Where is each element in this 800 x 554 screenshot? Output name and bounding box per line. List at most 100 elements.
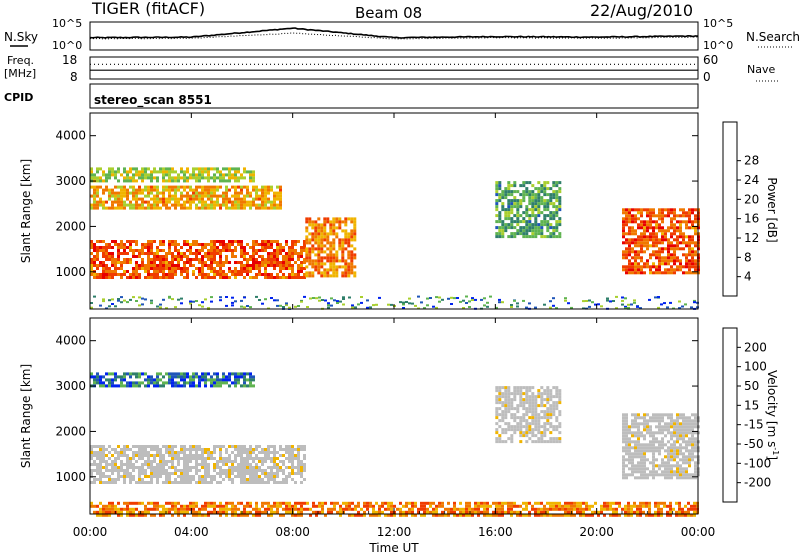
echo-cell-3 (344, 217, 348, 221)
echo-cell-2 (216, 167, 219, 171)
echo-cell-0 (261, 448, 264, 451)
echo-cell-4 (441, 501, 444, 505)
echo-cell-0 (300, 252, 303, 255)
echo-cell-0 (282, 448, 285, 451)
echo-cell-4 (207, 510, 210, 514)
echo-cell-4 (528, 229, 532, 233)
echo-cell-1 (243, 381, 246, 385)
echo-cell-3 (685, 446, 688, 450)
echo-cell-2 (540, 386, 544, 390)
echo-cell-5 (682, 235, 685, 239)
echo-cell-0 (195, 460, 198, 463)
echo-cell-1 (204, 185, 207, 189)
echo-cell-3 (670, 455, 673, 459)
echo-cell-1 (192, 378, 195, 382)
echo-cell-5 (667, 211, 670, 215)
echo-cell-1 (147, 384, 150, 388)
echo-cell-5 (643, 226, 646, 230)
echo-cell-3 (694, 431, 697, 435)
echo-cell-0 (276, 472, 279, 475)
echo-cell-2 (507, 386, 511, 390)
echo-cell-2 (519, 404, 523, 408)
echo-cell-5 (673, 244, 676, 248)
echo-cell-0 (282, 273, 285, 276)
echo-cell-4 (372, 513, 375, 517)
echo-cell-3 (682, 440, 685, 444)
echo-cell-3 (622, 449, 625, 453)
echo-cell-4 (693, 507, 696, 511)
echo-cell-1 (204, 375, 207, 379)
echo-cell-1 (183, 188, 186, 192)
echo-cell-0 (222, 463, 225, 466)
echo-cell-3 (643, 455, 646, 459)
echo-cell-0 (219, 454, 222, 457)
echo-cell-1 (108, 194, 111, 198)
echo-cell-5 (676, 265, 679, 269)
echo-cell-2 (501, 431, 505, 435)
echo-cell-4 (393, 504, 396, 508)
echo-cell-5 (625, 220, 628, 224)
echo-cell-3 (631, 473, 634, 477)
echo-cell-2 (546, 395, 550, 399)
echo-cell-1 (240, 384, 243, 388)
echo-cell-0 (201, 249, 204, 252)
echo-cell-1 (171, 194, 174, 198)
echo-cell-1 (279, 188, 282, 192)
echo-cell-5 (631, 208, 634, 212)
echo-cell-4 (543, 184, 547, 188)
echo-cell-2 (108, 170, 111, 174)
echo-cell-2 (555, 437, 559, 441)
echo-cell-0 (303, 454, 306, 457)
echo-cell-3 (664, 470, 667, 474)
echo-cell-0 (252, 457, 255, 460)
echo-cell-3 (640, 473, 643, 477)
echo-cell-1 (129, 206, 132, 210)
echo-cell-0 (285, 448, 288, 451)
echo-cell-4 (633, 501, 636, 505)
echo-cell-4 (219, 501, 222, 505)
echo-cell-5 (640, 235, 643, 239)
echo-cell-1 (234, 384, 237, 388)
echo-cell-2 (543, 404, 547, 408)
echo-cell-5 (685, 262, 688, 266)
echo-cell-0 (210, 240, 213, 243)
echo-cell-5 (670, 247, 673, 251)
echo-cell-0 (165, 255, 168, 258)
echo-cell-1 (150, 206, 153, 210)
echo-cell-0 (255, 276, 258, 279)
echo-cell-4 (507, 187, 511, 191)
echo-cell-0 (177, 457, 180, 460)
echo-cell-4 (582, 501, 585, 505)
echo-cell-3 (643, 470, 646, 474)
echo-cell-4 (243, 510, 246, 514)
echo-cell-0 (210, 267, 213, 270)
echo-cell-0 (297, 448, 300, 451)
echo-cell-4 (411, 501, 414, 505)
echo-cell-4 (162, 504, 165, 508)
echo-cell-0 (159, 249, 162, 252)
echo-cell-5 (658, 238, 661, 242)
echo-cell-0 (186, 463, 189, 466)
echo-cell-3 (652, 446, 655, 450)
echo-cell-4 (258, 510, 261, 514)
echo-cell-0 (120, 454, 123, 457)
echo-cell-4 (543, 507, 546, 511)
echo-cell-2 (501, 440, 505, 444)
echo-cell-4 (501, 232, 505, 236)
echo-cell-4 (207, 501, 210, 505)
echo-cell-3 (640, 461, 643, 465)
echo-cell-0 (138, 478, 141, 481)
echo-cell-4 (216, 504, 219, 508)
echo-cell-1 (168, 194, 171, 198)
echo-cell-5 (622, 229, 625, 233)
echo-cell-4 (105, 510, 108, 514)
echo-cell-2 (516, 422, 520, 426)
echo-cell-4 (573, 504, 576, 508)
echo-cell-1 (249, 381, 252, 385)
echo-cell-2 (537, 389, 541, 393)
echo-cell-0 (204, 478, 207, 481)
echo-cell-5 (667, 208, 670, 212)
echo-cell-2 (528, 389, 532, 393)
echo-cell-2 (507, 428, 511, 432)
